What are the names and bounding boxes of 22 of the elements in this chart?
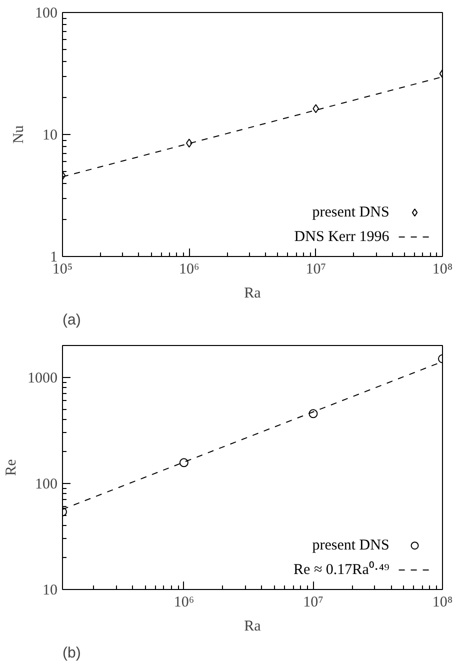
y-tick-label: 10 bbox=[42, 582, 58, 598]
x-tick-label: 10⁷ bbox=[306, 262, 326, 278]
y-tick-label: 100 bbox=[35, 6, 58, 22]
x-tick-label: 10⁸ bbox=[432, 594, 453, 610]
y-tick-label: 1000 bbox=[28, 370, 58, 386]
legend-label: present DNS bbox=[312, 204, 390, 221]
legend-label: present DNS bbox=[312, 538, 390, 554]
legend-label: Re ≈ 0.17Ra⁰·⁴⁹ bbox=[294, 560, 390, 578]
text: (b) bbox=[62, 644, 81, 662]
x-tick-label: 10⁷ bbox=[303, 594, 324, 610]
x-tick-label: 10⁶ bbox=[179, 262, 200, 278]
y-tick-label: 100 bbox=[35, 476, 58, 492]
legend-label: DNS Kerr 1996 bbox=[294, 228, 390, 245]
x-tick-label: 10⁵ bbox=[52, 262, 73, 278]
x-tick-label: 10⁸ bbox=[432, 262, 453, 278]
y-tick-label: 10 bbox=[42, 128, 58, 144]
y-axis-title: Re bbox=[4, 458, 20, 476]
y-axis-title: Nu bbox=[11, 124, 27, 144]
x-axis-title: Ra bbox=[244, 286, 262, 302]
text: (a) bbox=[62, 312, 81, 328]
x-tick-label: 10⁶ bbox=[174, 594, 194, 610]
x-axis-title: Ra bbox=[244, 618, 262, 634]
